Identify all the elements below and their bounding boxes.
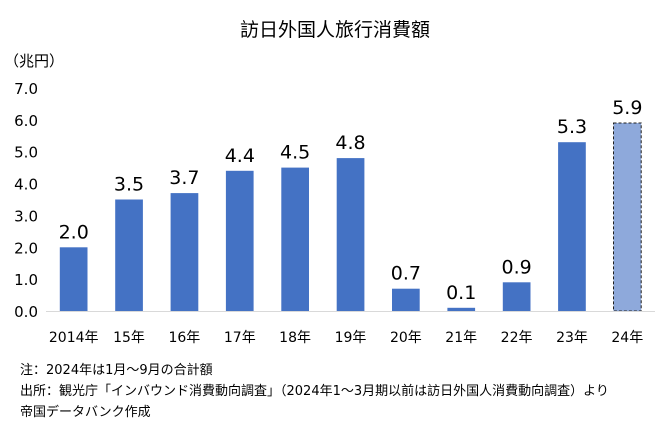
x-tick-label: 22年: [501, 330, 533, 346]
y-tick-label: 5.0: [14, 144, 38, 162]
x-axis-ticks: 2014年 15年 16年 17年 18年 19年 20年 21年 22年 23年 24年: [49, 330, 643, 346]
y-tick-label: 0.0: [14, 303, 38, 321]
value-label: 3.7: [169, 167, 199, 189]
bar-21年: [447, 307, 476, 311]
bar-2014年: [59, 247, 88, 311]
y-tick-label: 4.0: [14, 176, 38, 194]
x-tick-label: 19年: [335, 330, 367, 346]
x-tick-label: 20年: [390, 330, 422, 346]
value-label: 4.8: [335, 132, 365, 154]
bar-15年: [115, 199, 143, 311]
chart-title: 訪日外国人旅行消費額: [240, 19, 430, 41]
bar-20年: [392, 288, 420, 311]
value-label: 0.9: [501, 256, 531, 278]
y-tick-label: 2.0: [14, 239, 38, 257]
x-tick-label: 24年: [611, 330, 643, 346]
value-label: 0.1: [446, 282, 476, 304]
bar-19年: [336, 158, 365, 311]
y-tick-label: 6.0: [14, 112, 38, 130]
x-tick-label: 23年: [556, 330, 588, 346]
bar-22年: [502, 282, 531, 311]
bars: [59, 122, 642, 312]
bar-16年: [170, 193, 199, 311]
y-tick-label: 7.0: [14, 80, 38, 98]
footnotes: 注：2024年は1月～9月の合計額 出所：観光庁「インバウンド消費動向調査」（2…: [20, 360, 660, 423]
bar-23年: [558, 142, 586, 311]
value-label: 4.5: [280, 142, 310, 164]
x-tick-label: 21年: [445, 330, 477, 346]
value-label: 0.7: [391, 263, 421, 285]
x-tick-label: 18年: [279, 330, 311, 346]
credit-text: 帝国データバンク作成: [20, 405, 151, 420]
x-tick-label: 16年: [168, 330, 200, 346]
value-label: 2.0: [59, 221, 89, 243]
y-axis-unit-label: （兆円）: [4, 52, 64, 70]
bar-24年: [613, 122, 642, 312]
bar-17年: [225, 170, 254, 311]
bar-18年: [281, 167, 309, 311]
x-tick-label: 15年: [113, 330, 145, 346]
x-tick-label: 2014年: [49, 330, 99, 346]
y-axis-ticks: 0.0 1.0 2.0 3.0 4.0 5.0 6.0 7.0: [14, 80, 38, 321]
value-label: 4.4: [225, 145, 255, 167]
value-label: 3.5: [114, 174, 144, 196]
value-label: 5.3: [557, 116, 587, 138]
source-text: 出所：観光庁「インバウンド消費動向調査」（2024年1～3月期以前は訪日外国人消…: [20, 384, 609, 399]
value-labels: 2.0 3.5 3.7 4.4 4.5 4.8 0.7 0.1 0.9 5.3 5.9: [59, 97, 643, 304]
y-tick-label: 1.0: [14, 271, 38, 289]
note-text: 注：2024年は1月～9月の合計額: [20, 363, 213, 378]
value-label: 5.9: [612, 97, 642, 119]
x-tick-label: 17年: [224, 330, 256, 346]
y-tick-label: 3.0: [14, 207, 38, 225]
